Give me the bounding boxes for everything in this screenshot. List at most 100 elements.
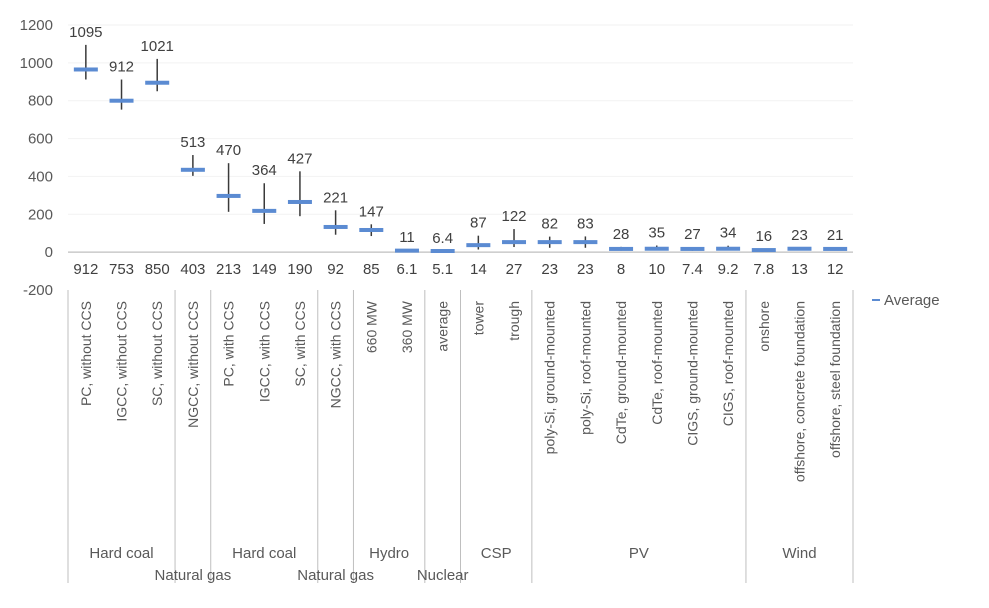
high-value-label: 23 [791, 227, 808, 244]
data-labels: 1095912912753102185051340347021336414942… [69, 24, 843, 278]
average-marker [609, 246, 634, 251]
high-value-label: 34 [720, 225, 737, 242]
average-marker [751, 248, 776, 253]
category-label: NGCC, with CCS [328, 301, 344, 408]
average-marker [716, 246, 741, 251]
average-marker [216, 193, 241, 198]
average-marker [145, 80, 170, 85]
low-value-label: 92 [327, 261, 344, 278]
category-label: offshore, concrete foundation [791, 301, 807, 482]
low-value-label: 27 [506, 261, 523, 278]
low-value-label: 850 [145, 261, 170, 278]
average-marker [109, 98, 134, 103]
high-value-label: 83 [577, 215, 594, 232]
low-value-label: 190 [287, 261, 312, 278]
high-value-label: 11 [399, 229, 415, 246]
high-value-label: 364 [252, 162, 277, 179]
category-label: poly-Si, ground-mounted [542, 301, 558, 454]
average-marker [323, 224, 348, 229]
low-value-label: 9.2 [718, 261, 739, 278]
high-value-label: 87 [470, 215, 487, 232]
low-value-label: 12 [827, 261, 844, 278]
group-label: Natural gas [297, 567, 374, 584]
y-tick-label: 800 [28, 93, 53, 110]
group-label: Hard coal [89, 545, 153, 562]
y-tick-label: 1200 [20, 17, 53, 34]
group-label: Natural gas [155, 567, 232, 584]
high-value-label: 221 [323, 189, 348, 206]
group-label: Nuclear [417, 567, 469, 584]
legend-average-label: Average [884, 292, 940, 309]
category-label: NGCC, without CCS [185, 301, 201, 428]
high-value-label: 513 [180, 134, 205, 151]
average-marker [359, 227, 384, 232]
y-tick-label: -200 [23, 282, 53, 299]
category-label: average [435, 301, 451, 352]
category-label: IGCC, with CCS [256, 301, 272, 402]
average-marker [787, 246, 812, 251]
average-marker [252, 208, 277, 213]
category-label: tower [470, 301, 486, 336]
low-value-label: 10 [648, 261, 665, 278]
average-marker [466, 243, 491, 248]
group-label: Hard coal [232, 545, 296, 562]
category-label: CIGS, roof-mounted [720, 301, 736, 426]
category-label: SC, without CCS [149, 301, 165, 406]
category-label: offshore, steel foundation [827, 301, 843, 458]
group-label: CSP [481, 545, 512, 562]
high-value-label: 1021 [141, 38, 174, 55]
low-value-label: 7.4 [682, 261, 703, 278]
category-label: IGCC, without CCS [114, 301, 130, 422]
low-value-label: 7.8 [753, 261, 774, 278]
category-label: CdTe, ground-mounted [613, 301, 629, 444]
high-value-label: 28 [613, 226, 630, 243]
high-value-label: 122 [502, 208, 527, 225]
legend: Average [872, 292, 940, 309]
high-value-label: 147 [359, 203, 384, 220]
average-marker [644, 246, 669, 251]
category-label: CIGS, ground-mounted [684, 301, 700, 446]
low-value-label: 753 [109, 261, 134, 278]
high-value-label: 1095 [69, 24, 102, 41]
y-axis-tick-labels: -200 0 200 400 600 800 1000 1200 [20, 17, 53, 299]
low-value-label: 6.1 [397, 261, 418, 278]
low-value-label: 213 [216, 261, 241, 278]
category-label: SC, with CCS [292, 301, 308, 387]
average-marker [823, 246, 848, 251]
average-marker [430, 249, 455, 254]
low-value-label: 14 [470, 261, 487, 278]
average-marker [502, 240, 527, 245]
category-label: onshore [756, 301, 772, 352]
category-labels: PC, without CCS IGCC, without CCS SC, with… [78, 300, 843, 482]
average-marker [573, 240, 598, 245]
high-value-label: 21 [827, 227, 844, 244]
y-tick-label: 0 [45, 244, 53, 261]
category-label: CdTe, roof-mounted [649, 301, 665, 425]
low-value-label: 149 [252, 261, 277, 278]
group-label: Hydro [369, 545, 409, 562]
category-dividers [67, 290, 854, 583]
low-value-label: 403 [180, 261, 205, 278]
average-marker [180, 167, 205, 172]
low-value-label: 912 [73, 261, 98, 278]
low-value-label: 8 [617, 261, 625, 278]
y-tick-label: 400 [28, 168, 53, 185]
high-value-label: 470 [216, 142, 241, 159]
category-label: PC, without CCS [78, 301, 94, 406]
average-marker [680, 246, 705, 251]
low-value-label: 13 [791, 261, 808, 278]
low-value-label: 85 [363, 261, 380, 278]
average-marker [73, 67, 98, 72]
category-label: PC, with CCS [221, 301, 237, 387]
y-tick-label: 1000 [20, 55, 53, 72]
category-label: 360 MW [399, 300, 415, 353]
low-value-label: 5.1 [432, 261, 453, 278]
gridlines [68, 24, 853, 215]
y-tick-label: 600 [28, 131, 53, 148]
average-marker [394, 248, 419, 253]
group-label: PV [629, 545, 649, 562]
high-value-label: 427 [287, 150, 312, 167]
high-value-label: 912 [109, 59, 134, 76]
